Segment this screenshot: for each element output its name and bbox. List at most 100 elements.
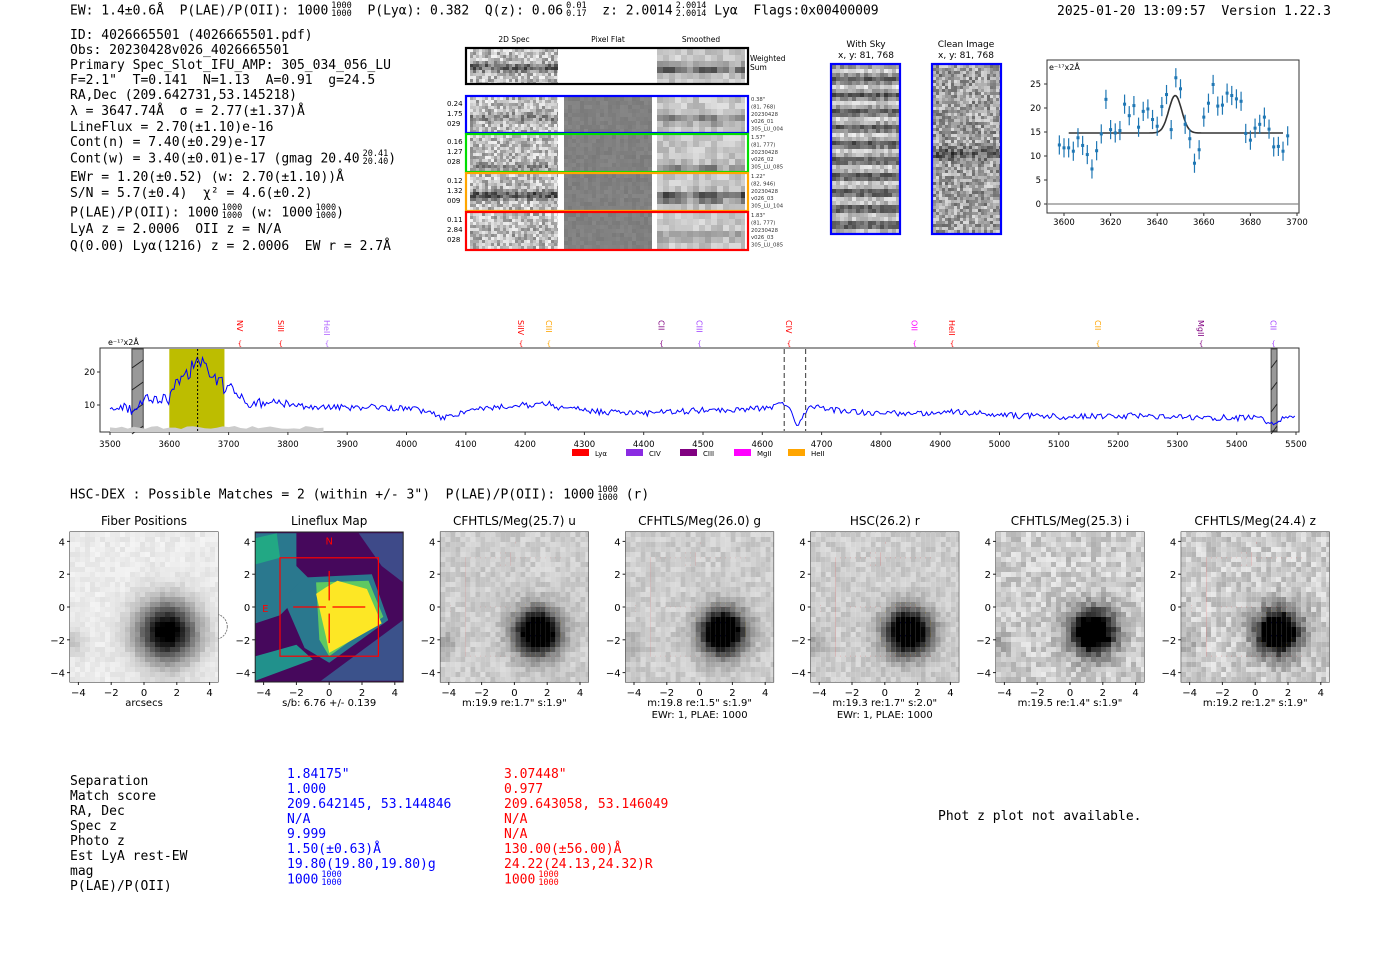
data-point (1248, 138, 1252, 142)
y-tick-label: 4 (985, 537, 991, 548)
y-tick-label: −4 (50, 669, 65, 680)
fiber-stat: 009 (447, 197, 460, 205)
y-tick-label: −4 (976, 669, 991, 680)
data-point (1192, 161, 1196, 165)
emission-line-label: CII (1268, 320, 1277, 330)
data-point (1188, 137, 1192, 141)
sp (738, 4, 754, 19)
emission-line-label: NV (235, 320, 244, 332)
ew-value: EW: 1.4±0.6Å (70, 3, 164, 19)
line-bracket-icon: { (659, 340, 663, 348)
y-tick-label: −4 (606, 669, 621, 680)
data-point (1165, 93, 1169, 97)
y-tick-label: 20 (84, 368, 95, 378)
x-tick-label: 5200 (1107, 440, 1129, 450)
legend-label: MgII (757, 450, 772, 458)
match-value: 9.999 (287, 827, 327, 842)
match-value-blue: N/A (287, 812, 310, 827)
data-point (1234, 97, 1238, 101)
plya-value: P(Lyα): 0.382 (367, 3, 470, 19)
data-point (1071, 149, 1075, 153)
panel-title: CFHTLS/Meg(25.3) i (1011, 514, 1130, 528)
x-tick-label: 4600 (751, 440, 773, 450)
match-label: Separation (70, 774, 148, 789)
emission-line-label: SiII (276, 320, 285, 332)
x-tick-label: 3600 (158, 440, 180, 450)
match-label: Match score (70, 789, 156, 804)
data-point (1262, 115, 1266, 119)
y-tick-label: 25 (1030, 80, 1041, 90)
fiber-info: (82, 946) (751, 181, 775, 187)
fraction-upper: 0.01 (566, 1, 587, 11)
match-label-text: Spec z (70, 819, 117, 834)
hatch (131, 359, 144, 369)
x-tick-label: 4300 (574, 440, 596, 450)
match-label-text: RA, Dec (70, 804, 125, 819)
fraction-upper: 1000 (597, 485, 618, 495)
match-value: 24.22(24.13,24.32)R (504, 857, 653, 872)
info-text: LineFlux = 2.70(±1.10)e-16 (70, 120, 274, 135)
match-label: Spec z (70, 819, 117, 834)
panel-caption: m:19.3 re:1.7" s:2.0" (832, 698, 937, 709)
panel-caption: arcsecs (125, 698, 163, 709)
x-tick-label: −2 (659, 688, 674, 699)
data-point (1081, 143, 1085, 147)
spectrum-line (109, 355, 1296, 427)
fiber-stat: 1.32 (447, 187, 463, 195)
sky-cutout-image (440, 532, 589, 682)
fiber-info: 305_LU_004 (751, 127, 784, 133)
hsc-title-text: HSC-DEX : Possible Matches = 2 (within +… (70, 487, 595, 503)
x-tick-label: −2 (1030, 688, 1045, 699)
redshift-value: z: 2.0014 (602, 3, 673, 19)
sky-cutout-image (810, 532, 959, 682)
line-bracket-icon: { (547, 340, 551, 348)
match-value: 1.50(±0.63)Å (287, 842, 381, 857)
hsc-title-tail: (r) (617, 487, 650, 503)
plae-value: P(LAE)/P(OII): 1000 (179, 3, 329, 19)
x-tick-label: 0 (1067, 688, 1073, 699)
x-tick-label: 3640 (1146, 218, 1168, 228)
data-point (1141, 109, 1145, 113)
column-label: Smoothed (682, 35, 721, 44)
fiber-info: v026_03 (751, 235, 774, 241)
data-point (1216, 104, 1220, 108)
line-bracket-icon: { (950, 340, 954, 348)
pixel-flat-cutout (564, 174, 652, 210)
y-tick-label: −4 (791, 669, 806, 680)
legend-label: HeII (811, 450, 825, 458)
info-text: S/N = 5.7(±0.4) χ² = 4.6(±0.2) (70, 186, 313, 201)
data-point (1067, 146, 1071, 150)
match-value: 209.643058, 53.146049 (504, 797, 669, 812)
match-value: N/A (287, 812, 311, 827)
match-label-text: P(LAE)/P(OII) (70, 879, 172, 894)
y-tick-label: −2 (421, 636, 436, 647)
info-line: EWr = 1.20(±0.52) (w: 2.70(±1.10))Å (70, 170, 344, 185)
fiber-info: (81, 777) (751, 142, 775, 148)
fiber-stat: 1.75 (447, 110, 463, 118)
data-point (1239, 99, 1243, 103)
line-bracket-icon: { (1199, 340, 1203, 348)
x-tick-label: 4500 (692, 440, 714, 450)
noise-shade (110, 426, 324, 432)
match-label-text: Separation (70, 774, 149, 789)
photz-message: Phot z plot not available. (938, 809, 1142, 824)
y-tick-label: 4 (244, 537, 250, 548)
x-tick-label: −4 (256, 688, 271, 699)
east-label: E (262, 604, 268, 615)
emission-line-label: CII (656, 320, 665, 330)
pixel-flat-cutout (564, 49, 652, 83)
x-tick-label: 3800 (277, 440, 299, 450)
data-point (1104, 97, 1108, 101)
panel-caption: s/b: 6.76 +/- 0.139 (282, 698, 376, 709)
with-sky-title: With Sky (846, 40, 886, 50)
match-value-red: 3.07448" (504, 767, 567, 782)
match-value-red: 209.643058, 53.146049 (504, 797, 668, 812)
smoothed-cutout (657, 174, 745, 210)
x-tick-label: 5400 (1226, 440, 1248, 450)
y-tick-label: 4 (614, 537, 620, 548)
fiber-stat: 0.11 (447, 216, 463, 224)
y-tick-label: −4 (1161, 669, 1176, 680)
timestamp: 2025-01-20 13:09:57 (1057, 4, 1206, 19)
data-point (1286, 134, 1290, 138)
